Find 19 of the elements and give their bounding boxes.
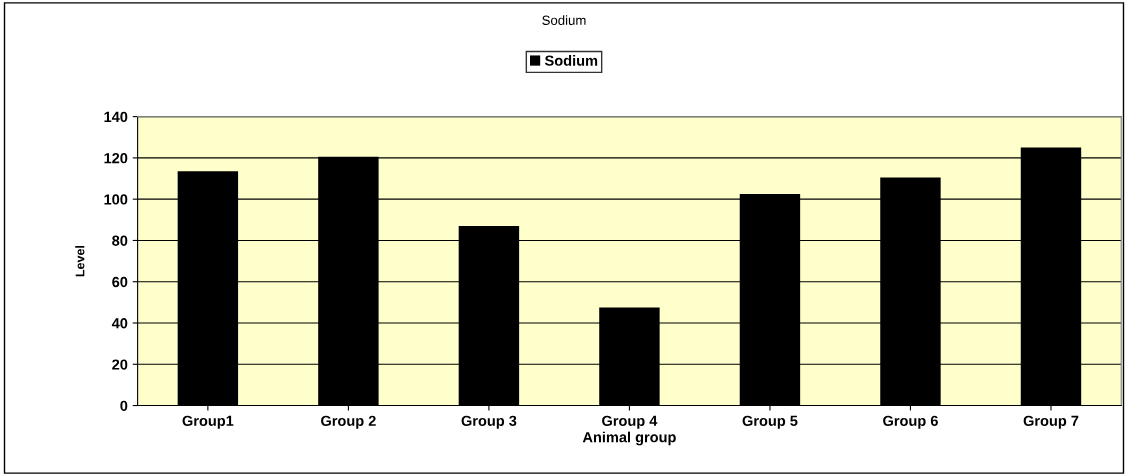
legend-label: Sodium	[544, 55, 598, 66]
x-axis-title: Animal group	[582, 431, 676, 446]
y-tick-label: 60	[112, 276, 128, 288]
y-tick-label: 120	[104, 153, 128, 164]
x-tick-label: Group 5	[742, 415, 798, 429]
y-tick-label: 140	[104, 111, 128, 123]
y-tick-label: 40	[111, 318, 128, 329]
y-tick-label: 20	[112, 359, 128, 370]
x-tick-label: Group 4	[602, 415, 658, 429]
x-tick-label: Group 6	[883, 415, 938, 429]
chart-title: Sodium	[542, 15, 586, 25]
y-tick-label: 0	[120, 400, 128, 411]
y-tick-label: 80	[112, 235, 128, 246]
x-tick-label: Group 2	[321, 415, 376, 429]
x-tick-label: Group1	[182, 415, 234, 429]
y-tick-label: 100	[104, 194, 128, 205]
x-tick-label: Group 3	[461, 415, 517, 429]
y-axis-title: Level	[75, 245, 85, 277]
x-tick-label: Group 7	[1023, 415, 1079, 429]
